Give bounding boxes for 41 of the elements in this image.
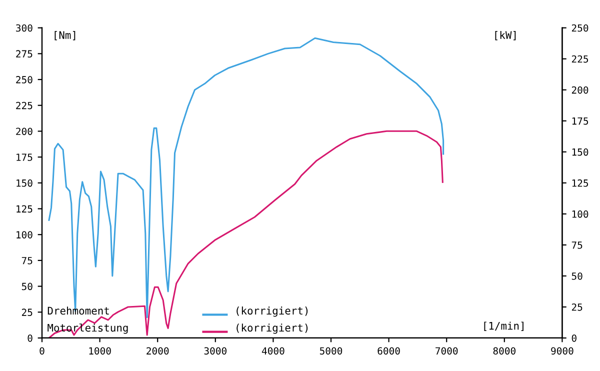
y-tick-label: 75 xyxy=(22,257,32,264)
y-tick-label: 175 xyxy=(16,154,32,161)
y-tick-label: 150 xyxy=(16,179,32,187)
x-tick-label: 1000 xyxy=(89,347,111,355)
y-tick-label: 250 xyxy=(16,76,32,84)
series-label: Drehmoment xyxy=(48,306,109,315)
y2-tick-label: 50 xyxy=(572,272,582,280)
y2-tick-label: 25 xyxy=(572,303,582,311)
x-tick-label: 3000 xyxy=(204,347,226,355)
y-tick-label: 0 xyxy=(28,334,32,342)
annotation: (korrigiert) xyxy=(236,306,308,317)
y2-axis-title: [kW] xyxy=(495,30,516,40)
y-tick-label: 100 xyxy=(16,231,32,238)
y2-tick-label: 0 xyxy=(572,334,576,342)
y2-tick-label: 250 xyxy=(572,24,588,32)
y2-tick-label: 125 xyxy=(572,179,588,187)
y-tick-label: 200 xyxy=(16,128,32,136)
x-tick-label: 4000 xyxy=(262,347,284,355)
y2-tick-label: 200 xyxy=(572,86,588,94)
y2-tick-label: 150 xyxy=(572,148,588,156)
y-tick-label: 125 xyxy=(16,205,32,213)
y2-tick-label: 100 xyxy=(572,210,588,218)
x-axis-title: [1/min] xyxy=(484,322,524,331)
y-tick-label: 300 xyxy=(16,24,32,32)
y-tick-label: 275 xyxy=(16,50,32,58)
x-tick-label: 0 xyxy=(40,347,44,355)
y-tick-label: 50 xyxy=(22,282,32,290)
x-tick-label: 2000 xyxy=(146,347,169,355)
y-tick-label: 25 xyxy=(22,308,32,316)
x-tick-label: 5000 xyxy=(320,347,342,355)
x-tick-label: 9000 xyxy=(551,347,574,355)
x-tick-label: 8000 xyxy=(493,347,516,355)
y2-tick-label: 225 xyxy=(572,55,588,63)
y-axis-title: [Nm] xyxy=(54,30,76,40)
annotation: (korrigiert) xyxy=(236,324,308,334)
y2-tick-label: 175 xyxy=(572,118,588,125)
y2-tick-label: 75 xyxy=(572,242,582,249)
line-series xyxy=(48,130,444,338)
x-tick-label: 7000 xyxy=(436,347,458,355)
y-tick-label: 225 xyxy=(16,102,32,110)
x-tick-label: 6000 xyxy=(378,347,400,355)
